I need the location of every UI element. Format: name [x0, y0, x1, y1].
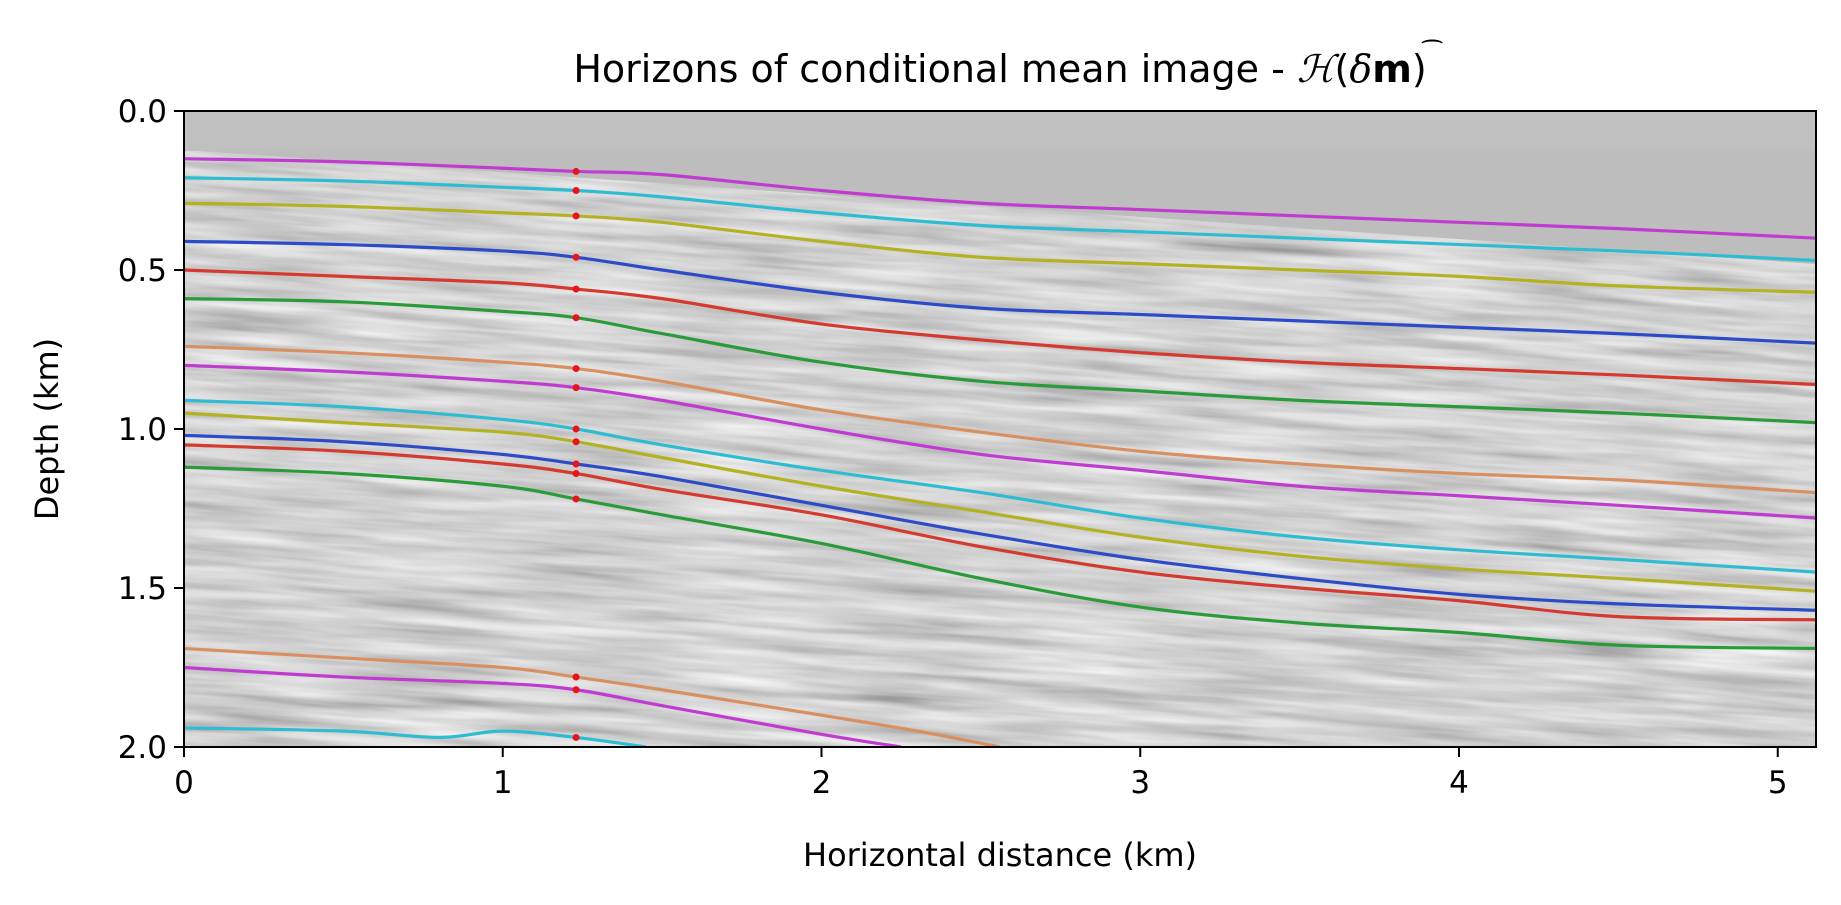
horizon-line-11: [184, 433, 1816, 612]
x-tick-label-4: 4: [1449, 765, 1469, 801]
horizon-line-2: [184, 176, 1816, 263]
horizon-marker-2: [572, 187, 580, 194]
chart-title-close-paren: ): [1412, 47, 1427, 91]
horizon-marker-6: [572, 314, 580, 322]
x-tick-label-0: 0: [174, 765, 194, 801]
x-axis-ticks: 0 1 2 3 4 5: [174, 747, 1788, 801]
x-tick-label-5: 5: [1768, 765, 1788, 801]
horizon-line-13: [184, 465, 1816, 651]
chart-title-hat: ⌢: [1419, 27, 1444, 53]
horizon-marker-13: [572, 495, 580, 503]
horizon-line-12: [184, 443, 1816, 622]
horizon-line-6: [184, 297, 1816, 425]
horizon-marker-8: [572, 384, 580, 392]
horizon-marker-5: [572, 285, 580, 293]
y-axis-title: Depth (km): [28, 338, 66, 520]
chart-title-text: Horizons of conditional mean image -: [573, 47, 1297, 91]
horizon-marker-3: [572, 212, 580, 220]
horizon-line-5: [184, 268, 1816, 387]
horizon-line-15: [184, 665, 902, 747]
horizon-marker-10: [572, 438, 580, 446]
horizon-line-9: [184, 398, 1816, 574]
horizon-marker-9: [572, 425, 580, 433]
x-tick-label-1: 1: [493, 765, 513, 801]
horizon-marker-16: [572, 733, 580, 741]
horizon-line-14: [184, 646, 1001, 747]
horizon-marker-12: [572, 470, 580, 478]
horizon-marker-1: [572, 167, 580, 175]
chart-title-bold-m: m: [1372, 47, 1412, 91]
horizon-marker-4: [572, 253, 580, 261]
horizon-marker-14: [572, 673, 580, 681]
y-tick-label-3: 1.5: [118, 571, 167, 607]
x-tick-label-2: 2: [812, 765, 832, 801]
x-tick-label-3: 3: [1130, 765, 1150, 801]
chart-title: Horizons of conditional mean image - ℋ(δ…: [573, 47, 1426, 91]
y-axis-ticks: 0.0 0.5 1.0 1.5 2.0: [118, 94, 184, 766]
chart-title-delta: δ: [1349, 47, 1372, 91]
horizon-line-3: [184, 201, 1816, 294]
horizon-lines: [184, 157, 1816, 747]
horizon-marker-7: [572, 365, 580, 373]
y-tick-label-2: 1.0: [118, 412, 167, 448]
y-tick-label-0: 0.0: [118, 94, 167, 130]
horizon-line-1: [184, 157, 1816, 240]
y-tick-label-1: 0.5: [118, 253, 167, 289]
horizon-line-8: [184, 363, 1816, 520]
seismic-image: [184, 111, 1816, 747]
horizon-line-10: [184, 411, 1816, 593]
y-tick-label-4: 2.0: [118, 730, 167, 766]
chart-title-open-paren: (: [1334, 47, 1349, 91]
x-axis-title: Horizontal distance (km): [803, 836, 1197, 874]
horizon-line-4: [184, 239, 1816, 345]
chart-title-script-h: ℋ: [1297, 47, 1340, 91]
horizon-marker-15: [572, 686, 580, 694]
horizon-marker-11: [572, 460, 580, 468]
intersection-markers: [572, 167, 580, 741]
horizon-line-7: [184, 344, 1816, 495]
